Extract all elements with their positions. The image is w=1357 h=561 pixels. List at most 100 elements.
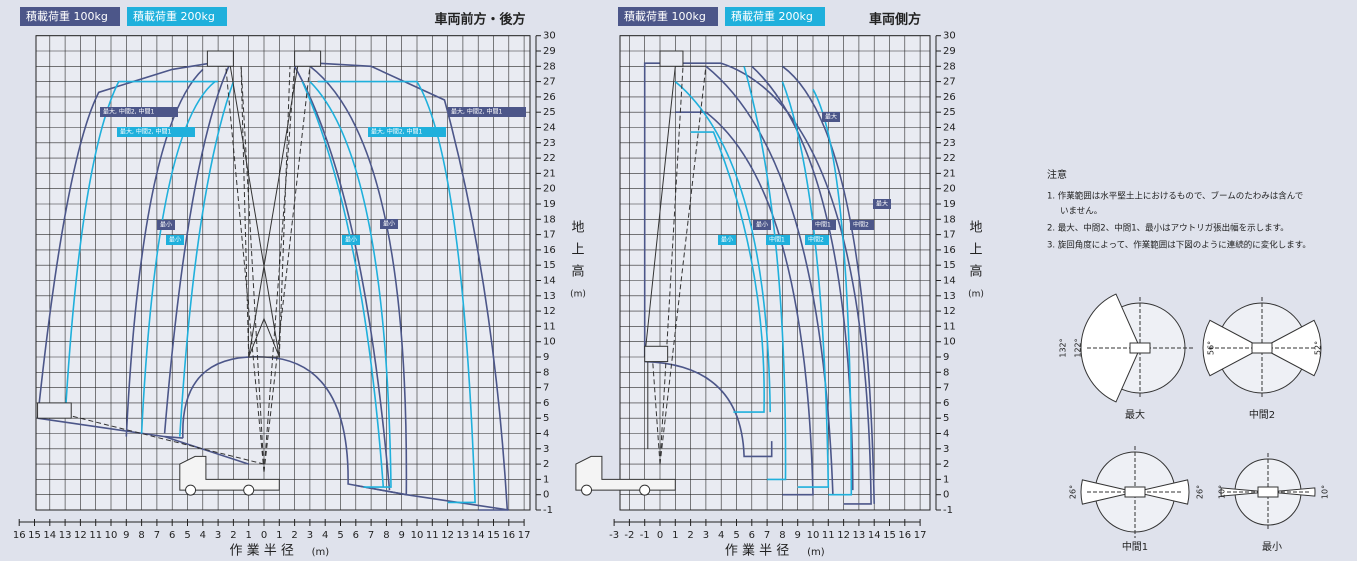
grid-background <box>35 35 531 511</box>
bucket <box>294 50 322 67</box>
vehicle <box>575 455 676 491</box>
x-tick-label: 3 <box>215 530 221 541</box>
x-tick-label: 15 <box>487 530 500 541</box>
note-item: いません。 <box>1060 207 1102 217</box>
x-tick-label: 2 <box>230 530 236 541</box>
x-axis-label: 作 業 半 径 <box>229 543 293 559</box>
y-tick-label: 2 <box>543 459 549 470</box>
range-curve-100kg <box>643 62 872 505</box>
x-tick-label: 11 <box>89 530 102 541</box>
y-tick-label: 0 <box>543 490 549 501</box>
outrigger-mode: 中間1 26° 26° <box>1069 446 1205 553</box>
x-tick-label: 8 <box>779 530 785 541</box>
x-tick-label: 15 <box>883 530 896 541</box>
y-tick-label: 28 <box>943 61 956 72</box>
y-axis-unit: (m) <box>968 290 984 300</box>
y-tick-label: 24 <box>543 123 556 134</box>
range-tag <box>342 235 360 245</box>
wheel <box>639 484 651 496</box>
y-tick-label: 6 <box>543 398 549 409</box>
range-curve-100kg <box>675 111 814 496</box>
x-tick-label: -2 <box>624 530 634 541</box>
y-tick-label: 5 <box>543 413 549 424</box>
x-tick-label: 4 <box>718 530 724 541</box>
range-tag <box>368 127 446 137</box>
x-tick-label: 10 <box>807 530 820 541</box>
y-axis-label: 地 <box>969 221 982 236</box>
x-tick-label: 14 <box>43 530 56 541</box>
swing-sector <box>1080 293 1141 403</box>
y-tick-label: 18 <box>543 214 556 225</box>
x-tick-label: 5 <box>184 530 190 541</box>
panel-title: 車両前方・後方 <box>434 12 525 28</box>
y-tick-label: 1 <box>943 474 949 485</box>
range-curve-200kg <box>301 81 385 488</box>
y-tick-label: 15 <box>543 260 556 271</box>
outrigger-mode: 最大 132° 122° <box>1059 293 1193 421</box>
mode-label: 中間1 <box>1122 540 1148 553</box>
y-tick-label: 23 <box>943 138 956 149</box>
y-tick-label: -1 <box>943 505 953 516</box>
x-tick-label: 9 <box>399 530 405 541</box>
note-item: 1. 作業範囲は水平堅土上におけるもので、ブームのたわみは含んで <box>1047 191 1303 202</box>
outrigger-mode: 最小 10° 10° <box>1218 453 1330 553</box>
y-tick-label: 4 <box>943 429 949 440</box>
vehicle-plan <box>1251 342 1273 354</box>
legend-label: 積載荷重 200kg <box>133 9 215 23</box>
y-tick-label: 29 <box>943 46 956 57</box>
x-tick-label: 0 <box>261 530 267 541</box>
range-curve-200kg <box>309 81 392 488</box>
range-curve-200kg <box>64 80 219 419</box>
range-tag-label: 最小 <box>160 221 172 229</box>
y-tick-label: 26 <box>943 92 956 103</box>
y-tick-label: 7 <box>943 383 949 394</box>
y-tick-label: 25 <box>943 107 956 118</box>
x-tick-label: 7 <box>154 530 160 541</box>
range-tag <box>753 220 771 230</box>
range-curve-200kg <box>674 80 771 413</box>
boom-line <box>240 66 265 472</box>
y-tick-label: 20 <box>943 184 956 195</box>
boom-line <box>263 66 311 472</box>
range-curve-200kg <box>690 131 765 413</box>
x-tick-label: 8 <box>383 530 389 541</box>
y-tick-label: 9 <box>943 352 949 363</box>
range-curve-100kg <box>317 62 509 511</box>
y-tick-label: 27 <box>943 77 956 88</box>
range-tag-label: 最大, 中間2, 中間1 <box>120 128 171 136</box>
legend-label: 積載荷重 100kg <box>26 9 108 23</box>
boom-line <box>278 66 291 358</box>
range-tag-label: 最小 <box>756 221 768 229</box>
boom-line <box>225 66 265 472</box>
y-tick-label: 17 <box>943 230 956 241</box>
y-tick-label: 13 <box>543 291 556 302</box>
x-tick-label: 13 <box>457 530 470 541</box>
range-tag <box>850 220 874 230</box>
bucket <box>37 402 72 419</box>
range-curve-100kg <box>164 435 183 439</box>
swing-sector <box>1260 319 1322 377</box>
legend-label: 積載荷重 200kg <box>731 9 813 23</box>
vehicle-plan <box>1257 486 1279 498</box>
y-tick-label: 22 <box>943 153 956 164</box>
x-tick-label: 10 <box>105 530 118 541</box>
y-tick-label: 1 <box>543 474 549 485</box>
wheel <box>185 484 197 496</box>
x-tick-label: 12 <box>837 530 850 541</box>
y-axis-label: 高 <box>571 264 584 280</box>
legend-label: 積載荷重 100kg <box>624 9 706 23</box>
angle-label: 122° <box>1074 338 1083 357</box>
range-curve-100kg <box>705 65 834 495</box>
y-tick-label: 28 <box>543 61 556 72</box>
range-tag-label: 中間2 <box>808 236 824 244</box>
x-tick-label: 11 <box>426 530 439 541</box>
range-tag <box>812 220 836 230</box>
y-tick-label: 7 <box>543 383 549 394</box>
x-tick-label: 2 <box>291 530 297 541</box>
range-curve-200kg <box>317 80 476 504</box>
y-tick-label: 11 <box>943 321 956 332</box>
range-panel: 積載荷重 100kg 積載荷重 200kg 車両側方3029282726252423… <box>575 7 984 559</box>
y-axis-label: 地 <box>571 221 584 236</box>
